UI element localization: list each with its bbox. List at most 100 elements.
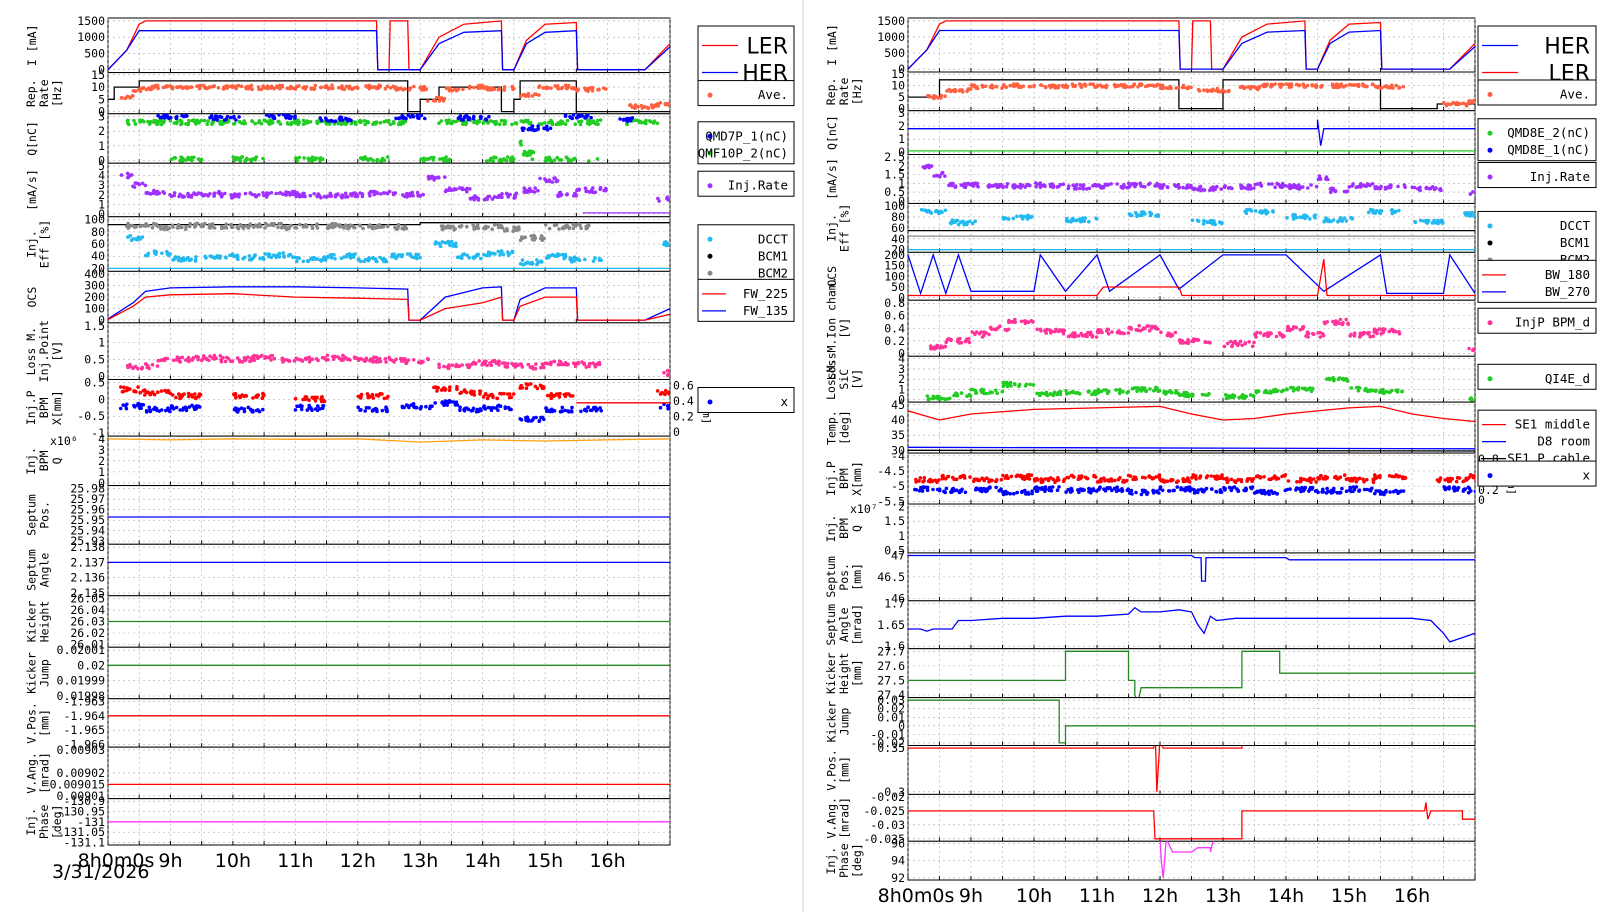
series-dot-green bbox=[366, 120, 370, 125]
series-dot-purple bbox=[1432, 187, 1437, 192]
series-dot-pink bbox=[325, 353, 330, 358]
series-dot-her bbox=[579, 409, 583, 414]
series-dot-her bbox=[242, 407, 247, 411]
series-dot-her bbox=[326, 119, 331, 123]
series-dot-pink bbox=[949, 338, 953, 343]
series-dot-ave bbox=[412, 84, 416, 89]
series-dot-ave bbox=[1001, 84, 1006, 88]
y-tick-label: 0 bbox=[98, 63, 105, 77]
y-tick-label: 0.02 bbox=[77, 658, 105, 672]
series-dot-gray bbox=[490, 227, 495, 231]
series-line-ler bbox=[108, 20, 670, 71]
series-dot-cyan bbox=[1308, 217, 1312, 221]
series-dot-ler bbox=[540, 386, 545, 391]
series-dot-gray bbox=[352, 225, 357, 230]
y-axis-label: I [mA] bbox=[25, 25, 39, 67]
series-dot-her bbox=[536, 127, 540, 131]
series-dot-cyan bbox=[1135, 214, 1139, 219]
series-dot-her bbox=[373, 406, 378, 411]
legend-label: Inj.Rate bbox=[728, 178, 788, 193]
series-dot-purple bbox=[1181, 185, 1185, 190]
series-line-her bbox=[908, 29, 1475, 70]
series-dot-cyan bbox=[136, 235, 141, 239]
series-dot-gray bbox=[330, 221, 335, 226]
series-dot-cyan bbox=[370, 256, 375, 260]
series-dot-ave bbox=[448, 87, 452, 91]
series-dot-pink bbox=[235, 356, 240, 360]
y-tick-label: 1500 bbox=[77, 14, 105, 28]
y-tick-label: 2.136 bbox=[70, 571, 105, 585]
series-dot-pink bbox=[406, 358, 411, 362]
series-dot-green bbox=[454, 119, 458, 124]
y-axis-label: Eff [%] bbox=[38, 220, 52, 268]
series-dot-green bbox=[210, 120, 215, 124]
series-dot-purple bbox=[468, 187, 472, 191]
series-dot-ler bbox=[435, 389, 439, 393]
series-dot-purple bbox=[1228, 186, 1233, 190]
y-tick-label: 0.01999 bbox=[57, 674, 106, 688]
y-tick-label: 60 bbox=[91, 237, 105, 251]
series-dot-gray bbox=[170, 223, 175, 228]
series-dot-pink bbox=[480, 363, 484, 367]
series-dot-her bbox=[542, 417, 546, 422]
y-tick-label: 3 bbox=[98, 443, 105, 457]
series-dot-ave bbox=[932, 96, 936, 101]
series-dot-ave bbox=[1474, 101, 1475, 104]
series-dot-purple bbox=[340, 194, 345, 198]
series-dot-green bbox=[251, 157, 256, 161]
series-dot-pink bbox=[588, 361, 592, 366]
series-dot-pink bbox=[177, 359, 181, 363]
series-dot-pink bbox=[571, 361, 576, 366]
series-dot-cyan bbox=[1190, 218, 1195, 223]
series-dot-green bbox=[403, 119, 408, 124]
series-dot-pink bbox=[665, 373, 670, 378]
series-dot-ave bbox=[456, 87, 461, 91]
series-dot-pink bbox=[202, 354, 206, 358]
series-dot-cyan bbox=[1254, 209, 1258, 213]
series-dot-ler bbox=[119, 385, 123, 389]
series-dot-purple bbox=[1318, 177, 1323, 181]
series-dot-her bbox=[456, 116, 461, 120]
series-dot-purple bbox=[485, 197, 490, 202]
series-dot-ave bbox=[1401, 84, 1406, 89]
series-dot-ave bbox=[1219, 89, 1223, 94]
series-dot-purple bbox=[137, 182, 142, 187]
y-tick-label: 3 bbox=[898, 106, 905, 120]
series-dot-ler bbox=[506, 392, 510, 396]
series-dot-ave bbox=[569, 86, 574, 91]
y-tick-label: 0.2 bbox=[884, 334, 905, 348]
series-dot-pink bbox=[155, 364, 160, 368]
series-group bbox=[108, 20, 670, 71]
series-dot-pink bbox=[505, 361, 510, 366]
series-dot-ave bbox=[1155, 82, 1160, 87]
series-dot-pink bbox=[333, 354, 338, 359]
series-dot-cyan bbox=[129, 238, 134, 243]
series-dot-green bbox=[127, 122, 131, 127]
series-dot-green bbox=[547, 155, 551, 160]
series-dot-ave bbox=[295, 84, 299, 89]
series-dot-her bbox=[156, 113, 160, 118]
legend-label: x bbox=[780, 394, 788, 409]
y-tick-label: 1000 bbox=[877, 30, 905, 44]
series-group bbox=[108, 80, 670, 113]
y-tick-label: 0.02001 bbox=[57, 643, 106, 657]
series-dot-cyan bbox=[411, 255, 416, 260]
series-dot-green bbox=[353, 122, 358, 126]
series-dot-gray bbox=[543, 223, 548, 227]
series-dot-cyan bbox=[347, 252, 352, 256]
series-dot-cyan bbox=[553, 254, 557, 258]
y-tick-label: 80 bbox=[91, 225, 105, 239]
series-dot-purple bbox=[1365, 182, 1370, 186]
series-dot-purple bbox=[1115, 182, 1119, 186]
series-dot-cyan bbox=[546, 254, 550, 258]
y-tick-label: 2 bbox=[98, 188, 105, 202]
series-dot-cyan bbox=[663, 240, 667, 244]
y-tick-label: 0 bbox=[898, 194, 905, 208]
series-dot-purple bbox=[1025, 182, 1029, 187]
series-dot-purple bbox=[284, 193, 288, 197]
series-dot-pink bbox=[492, 359, 497, 364]
series-dot-purple bbox=[1012, 186, 1017, 190]
series-dot-ler bbox=[320, 395, 324, 399]
